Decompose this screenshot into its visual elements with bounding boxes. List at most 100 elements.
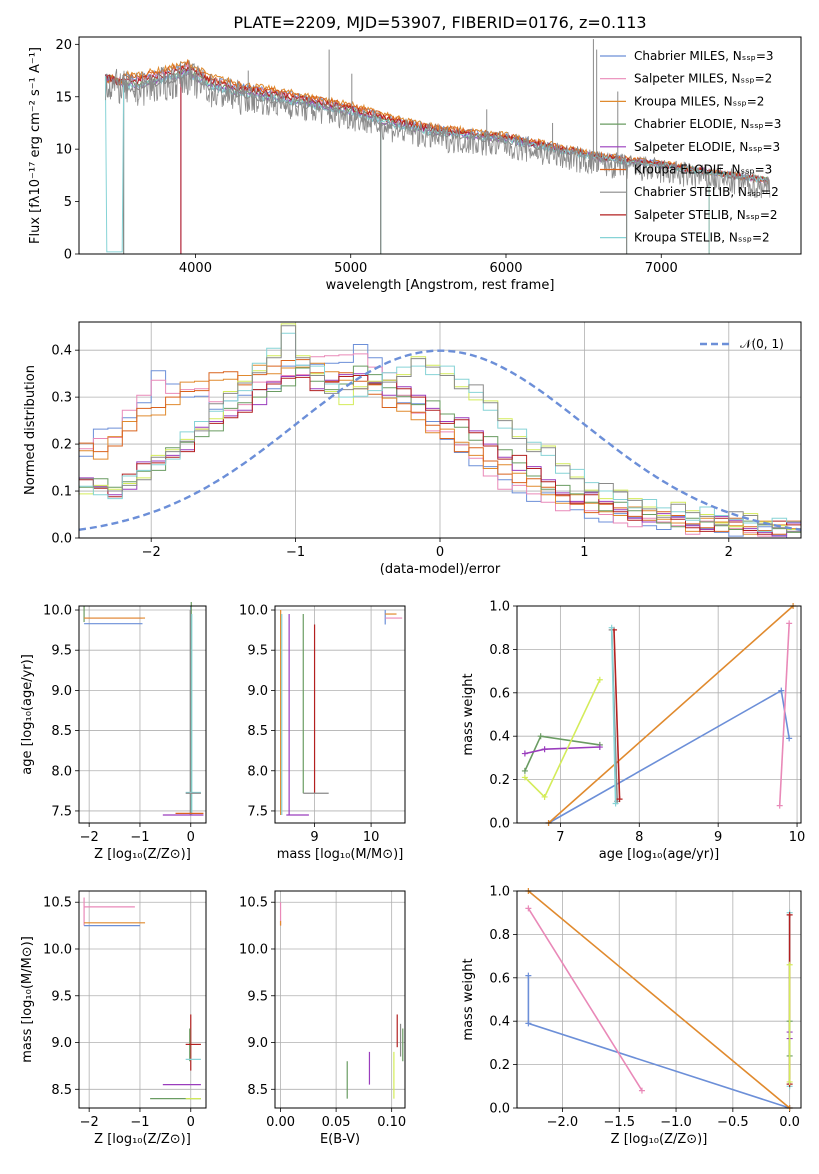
- weight-point: [786, 620, 793, 627]
- model-spectrum-line: [105, 62, 770, 254]
- weight-lines: [525, 888, 793, 1111]
- y-tick-label: 0.6: [489, 971, 510, 986]
- legend-entry: Chabrier MILES, Nₛₛₚ=3: [634, 49, 774, 63]
- x-tick-label: 4000: [179, 261, 212, 276]
- y-tick-label: 5: [64, 195, 72, 210]
- y-tick-label: 0.4: [489, 730, 510, 745]
- legend-entry: Kroupa STELIB, Nₛₛₚ=2: [634, 231, 770, 245]
- y-tick-label: 9.0: [247, 684, 268, 699]
- grid-lines: [79, 606, 206, 823]
- y-tick-label: 10.5: [239, 896, 268, 911]
- residual-histogram: [79, 359, 801, 535]
- parameter-segments: [280, 610, 403, 816]
- y-axis-label: Flux [fλ10⁻¹⁷ erg cm⁻² s⁻¹ A⁻¹]: [28, 47, 43, 244]
- legend-entry: Kroupa ELODIE, Nₛₛₚ=3: [634, 163, 772, 177]
- plot-frame: [516, 890, 802, 1109]
- y-axis-label: Normed distribution: [23, 365, 38, 495]
- weight-point: [786, 1078, 793, 1085]
- y-tick-label: 10.0: [43, 942, 72, 957]
- age-vs-mass-panel: 9 10 7.5 8.0 8.5 9.0 9.5 10.0 mass [log₁₀(M/M⊙)]: [239, 604, 406, 862]
- y-tick-label: 0.4: [51, 344, 72, 359]
- y-tick-label: 8.5: [247, 724, 268, 739]
- y-tick-label: 0.0: [489, 1102, 510, 1117]
- x-axis-label: mass [log₁₀(M/M⊙)]: [277, 847, 404, 862]
- x-tick-label: 2: [725, 545, 733, 560]
- y-tick-label: 0: [64, 248, 72, 263]
- age-vs-metallicity-panel: −2 −1 0 7.5 8.0 8.5 9.0 9.5 10.0 Z [log₁₀(Z/Z⊙)] a…: [20, 601, 207, 862]
- grid-lines: [517, 605, 801, 824]
- y-tick-label: 0.0: [489, 817, 510, 832]
- weight-point: [778, 687, 785, 694]
- parameter-segments: [83, 897, 201, 1100]
- y-tick-label: 0.4: [489, 1015, 510, 1030]
- weight-point: [786, 911, 793, 918]
- y-tick-label: 10.0: [239, 942, 268, 957]
- y-tick-label: 8.5: [247, 1083, 268, 1098]
- parameter-segments: [83, 601, 204, 816]
- x-axis-label: wavelength [Angstrom, rest frame]: [326, 278, 555, 293]
- y-tick-label: 0.6: [489, 686, 510, 701]
- normal-curve: [78, 349, 802, 531]
- spectrum-panel: 4000 5000 6000 7000 0 5 10 15 20 wavelength [Angs…: [28, 36, 802, 293]
- x-tick-label: 9: [310, 830, 318, 845]
- y-tick-label: 0.2: [51, 438, 72, 453]
- weight-vs-metallicity-panel: −2.0 −1.5 −1.0 −0.5 0.0 0.0 0.2 0.4 0.6 0.8 1.0 Z […: [461, 885, 802, 1147]
- histograms: [79, 323, 801, 539]
- x-tick-label: 0: [187, 830, 195, 845]
- weight-line: [527, 907, 643, 1092]
- weight-point: [541, 746, 548, 753]
- y-tick-label: 0.2: [489, 1058, 510, 1073]
- y-tick-label: 0.3: [51, 391, 72, 406]
- mass-vs-metallicity-panel: −2 −1 0 8.5 9.0 9.5 10.0 10.5 Z [log₁₀(Z/Z⊙)] mas…: [20, 890, 207, 1147]
- x-axis-label: Z [log₁₀(Z/Z⊙)]: [94, 847, 191, 862]
- weight-line: [527, 975, 790, 1109]
- y-tick-label: 9.5: [247, 989, 268, 1004]
- legend-entry: Salpeter STELIB, Nₛₛₚ=2: [634, 208, 778, 222]
- y-tick-label: 10.0: [239, 604, 268, 619]
- y-tick-label: 9.5: [51, 989, 72, 1004]
- plot-frame: [274, 605, 406, 824]
- x-tick-label: 5000: [334, 261, 367, 276]
- x-tick-label: 9: [714, 830, 722, 845]
- weight-line: [613, 629, 621, 800]
- x-tick-label: 10: [789, 830, 806, 845]
- legend-entry: 𝒩(0, 1): [740, 337, 784, 351]
- weight-point: [776, 802, 783, 809]
- x-tick-label: 6000: [489, 261, 522, 276]
- y-tick-label: 20: [55, 38, 72, 53]
- observed-spectrum-line: [105, 60, 771, 199]
- x-tick-label: 8: [635, 830, 643, 845]
- model-spectrum-line: [104, 59, 770, 254]
- y-tick-label: 7.5: [51, 804, 72, 819]
- weight-point: [612, 800, 619, 807]
- plot-frame: [78, 890, 207, 1109]
- y-axis-label: mass [log₁₀(M/M⊙)]: [20, 936, 35, 1063]
- y-tick-label: 1.0: [489, 885, 510, 900]
- y-tick-label: 0.8: [489, 643, 510, 658]
- y-tick-label: 0.1: [51, 485, 72, 500]
- y-tick-label: 10.0: [43, 604, 72, 619]
- x-axis-label: Z [log₁₀(Z/Z⊙)]: [611, 1132, 708, 1147]
- grid-lines: [275, 606, 405, 823]
- legend-entry: Chabrier STELIB, Nₛₛₚ=2: [634, 185, 779, 199]
- legend-entry: Kroupa MILES, Nₛₛₚ=2: [634, 94, 764, 108]
- x-tick-label: 1: [580, 545, 588, 560]
- weight-line: [610, 627, 617, 804]
- weight-line: [524, 735, 600, 772]
- plot-frame: [274, 890, 406, 1109]
- x-tick-label: 0: [436, 545, 444, 560]
- x-tick-label: −1: [130, 1115, 149, 1130]
- x-tick-label: −2: [80, 830, 99, 845]
- x-tick-label: 0.00: [266, 1115, 295, 1130]
- residuals-panel: −2 −1 0 1 2 0.0 0.1 0.2 0.3 0.4 (data-model)/error…: [23, 321, 802, 577]
- x-tick-label: −2: [80, 1115, 99, 1130]
- plot-frame: [78, 321, 802, 539]
- y-axis-label: mass weight: [461, 958, 476, 1040]
- weight-point: [616, 796, 623, 803]
- y-tick-label: 7.5: [247, 804, 268, 819]
- y-tick-label: 9.0: [51, 1036, 72, 1051]
- y-tick-label: 10.5: [43, 896, 72, 911]
- x-axis-label: age [log₁₀(age/yr)]: [599, 847, 720, 862]
- x-tick-label: −1: [286, 545, 305, 560]
